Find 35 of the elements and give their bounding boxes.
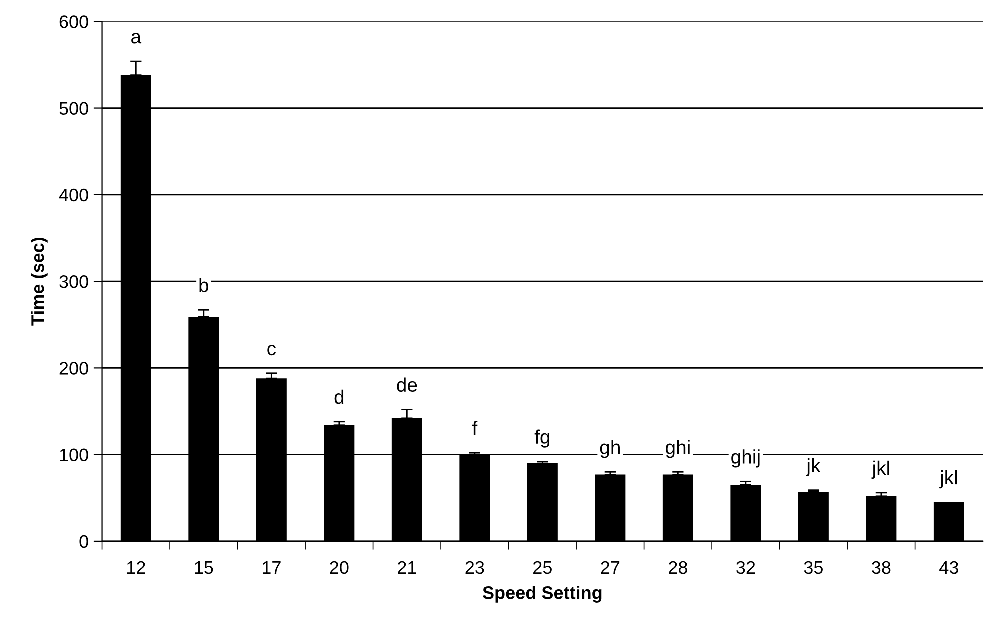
annotation: a [132, 33, 142, 44]
x-tick-label: 12 [127, 561, 146, 574]
x-tick-label: 25 [534, 561, 552, 574]
y-tick-label: 400 [59, 188, 88, 202]
annotation: de [397, 378, 418, 392]
x-tick-label: 21 [398, 561, 416, 574]
annotation: ghij [732, 450, 760, 468]
y-axis-title: Time (sec) [31, 238, 48, 326]
x-tick-label: 43 [940, 561, 958, 574]
x-tick-label: 28 [669, 561, 688, 574]
x-tick-label: 32 [736, 561, 756, 574]
x-tick-label: 15 [195, 562, 214, 574]
y-tick-label: 600 [60, 16, 88, 28]
annotation: jk [806, 458, 821, 476]
annotation: c [268, 344, 276, 356]
annotation: d [334, 390, 344, 404]
annotation: b [200, 278, 208, 292]
x-tick-label: 20 [330, 561, 349, 574]
y-tick-label: 0 [80, 535, 88, 548]
x-tick-label: 38 [872, 561, 891, 574]
x-tick-label: 27 [601, 561, 620, 574]
annotation: jkl [872, 460, 890, 480]
x-tick-label: 35 [804, 561, 823, 574]
x-tick-label: 17 [263, 562, 281, 574]
y-tick-label: 500 [60, 102, 88, 116]
y-tick-label: 200 [60, 362, 88, 375]
annotation: ghi [666, 440, 690, 458]
annotation: fg [534, 430, 550, 448]
y-tick-label: 300 [60, 275, 88, 288]
annotation: jkl [940, 470, 958, 489]
x-tick-label: 23 [466, 561, 484, 574]
annotation: f [472, 421, 478, 436]
annotation: gh [600, 440, 620, 458]
x-axis-title: Speed Setting [483, 586, 602, 603]
y-tick-label: 100 [60, 448, 88, 462]
